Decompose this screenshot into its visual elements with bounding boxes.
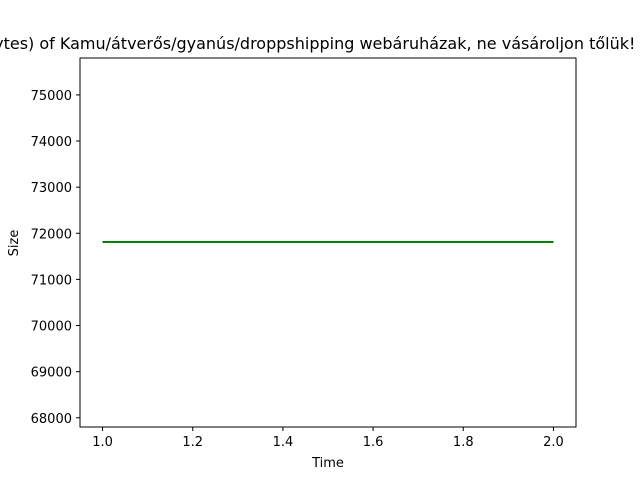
y-tick-label: 71000	[31, 273, 72, 288]
x-tick-label: 1.8	[453, 435, 474, 450]
y-tick-label: 73000	[31, 181, 72, 196]
y-tick-label: 70000	[31, 320, 72, 335]
x-tick-label: 1.0	[92, 435, 113, 450]
x-tick-label: 1.6	[363, 435, 384, 450]
plot-frame	[79, 57, 577, 428]
y-tick-label: 69000	[31, 366, 72, 381]
y-tick-label: 72000	[31, 227, 72, 242]
y-tick-label: 68000	[31, 412, 72, 427]
plot-area: 1.0 1.2 1.4 1.6 1.8 2.0 68000 69000 70000 71000 72…	[31, 57, 577, 450]
x-tick-label: 2.0	[543, 435, 564, 450]
y-tick-label: 74000	[31, 135, 72, 150]
x-tick-label: 1.4	[273, 435, 294, 450]
chart-title: Size (in bytes) of Kamu/átverős/gyanús/d…	[0, 34, 640, 53]
x-axis-label: Time	[311, 456, 344, 471]
x-tick-label: 1.2	[182, 435, 203, 450]
y-tick-label: 75000	[31, 89, 72, 104]
y-axis-label: Size	[7, 230, 22, 257]
